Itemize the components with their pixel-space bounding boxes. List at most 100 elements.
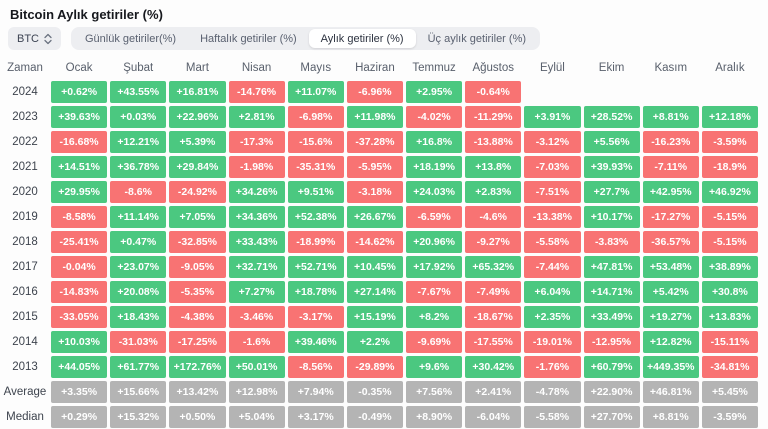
return-cell: +16.81% [169,81,226,103]
return-cell: -8.6% [110,181,167,203]
return-cell: -3.12% [524,131,581,153]
row-label: 2024 [12,86,38,98]
return-cell: -7.51% [524,181,581,203]
row-label: 2020 [12,186,38,198]
row-label: 2016 [12,286,38,298]
return-cell: -5.15% [701,231,758,253]
return-cell: +3.17% [287,406,344,428]
page-title: Bitcoin Aylık getiriler (%) [10,7,163,22]
return-cell: +2.35% [524,306,581,328]
return-cell: +53.48% [642,256,699,278]
tab-gunluk[interactable]: Günlük getiriler(%) [73,29,188,48]
return-cell: +12.18% [701,106,758,128]
column-header-month: Ekim [598,62,625,74]
return-cell: -14.76% [228,81,285,103]
tab-haftalik[interactable]: Haftalık getiriler (%) [188,29,309,48]
return-cell: +9.51% [287,181,344,203]
return-cell: +65.32% [465,256,522,278]
column-header-month: Ağustos [472,62,515,74]
return-cell: +29.95% [51,181,108,203]
return-cell: +5.42% [642,281,699,303]
row-label: 2021 [12,161,38,173]
return-cell: +32.71% [228,256,285,278]
return-cell: -3.59% [701,131,758,153]
return-cell [584,81,640,103]
return-cell: -17.27% [642,206,699,228]
row-label: 2023 [12,111,38,123]
return-cell: +0.29% [51,406,108,428]
return-cell: +8.81% [642,406,699,428]
column-header-month: Temmuz [412,62,456,74]
coin-selector[interactable]: BTC [8,27,61,50]
return-cell: +10.03% [51,331,108,353]
return-cell: -24.92% [169,181,226,203]
row-label: 2017 [12,261,38,273]
return-cell: -1.6% [228,331,285,353]
return-cell: -0.35% [346,381,403,403]
return-cell: +12.82% [642,331,699,353]
tab-aylik[interactable]: Aylık getiriler (%) [308,29,416,48]
returns-grid: Zaman Ocak Şubat Mart Nisan Mayıs Haziran Temmu… [0,56,768,428]
column-header-month: Eylül [539,62,565,74]
return-cell: +13.8% [465,156,522,178]
return-cell: +50.01% [228,356,285,378]
return-cell: +11.14% [110,206,167,228]
return-cell: +44.05% [51,356,108,378]
return-cell: -7.67% [406,281,463,303]
return-cell: -8.58% [51,206,108,228]
return-cell: +15.66% [110,381,167,403]
column-header-month: Kasım [654,62,688,74]
return-cell: +28.52% [583,106,640,128]
tab-uc-aylik[interactable]: Üç aylık getiriler (%) [416,29,538,48]
return-cell: +3.91% [524,106,581,128]
return-cell: +10.45% [346,256,403,278]
return-cell: -5.35% [169,281,226,303]
return-cell: -7.03% [524,156,581,178]
return-cell: -18.67% [465,306,522,328]
return-cell: +8.81% [642,106,699,128]
return-cell: +26.67% [346,206,403,228]
row-label: Average [3,386,47,398]
return-cell: -1.76% [524,356,581,378]
return-cell: -5.95% [346,156,403,178]
return-cell: -3.46% [228,306,285,328]
return-cell: +39.93% [583,156,640,178]
return-cell: -3.17% [287,306,344,328]
return-cell: +0.62% [51,81,108,103]
return-cell: -3.59% [701,406,758,428]
return-cell: -11.29% [465,106,522,128]
return-cell: -17.3% [228,131,285,153]
return-cell: -18.99% [287,231,344,253]
return-cell: -36.57% [642,231,699,253]
return-cell: -14.62% [346,231,403,253]
return-cell: -32.85% [169,231,226,253]
return-cell: +0.47% [110,231,167,253]
return-cell: +16.8% [406,131,463,153]
column-header-month: Mart [185,62,209,74]
return-cell: +2.41% [465,381,522,403]
return-cell: +10.17% [583,206,640,228]
return-cell: +42.95% [642,181,699,203]
return-cell: -1.98% [228,156,285,178]
return-cell: +11.98% [346,106,403,128]
return-cell: -35.31% [287,156,344,178]
return-cell: +22.96% [169,106,226,128]
return-cell: -0.64% [465,81,522,103]
return-cell: +3.35% [51,381,108,403]
return-cell: +7.94% [287,381,344,403]
return-cell: +15.19% [346,306,403,328]
return-cell: -5.15% [701,206,758,228]
return-cell: +13.83% [701,306,758,328]
column-header-month: Mayıs [300,62,332,74]
return-cell: +52.38% [287,206,344,228]
return-cell: -29.89% [346,356,403,378]
return-cell: +33.49% [583,306,640,328]
return-cell: -4.78% [524,381,581,403]
return-cell: +29.84% [169,156,226,178]
column-header-month: Aralık [715,62,745,74]
return-cell: +5.39% [169,131,226,153]
return-cell: +7.05% [169,206,226,228]
toolbar: BTC Günlük getiriler(%) Haftalık getirile… [8,27,768,50]
return-cell: -7.44% [524,256,581,278]
return-cell: -7.11% [642,156,699,178]
